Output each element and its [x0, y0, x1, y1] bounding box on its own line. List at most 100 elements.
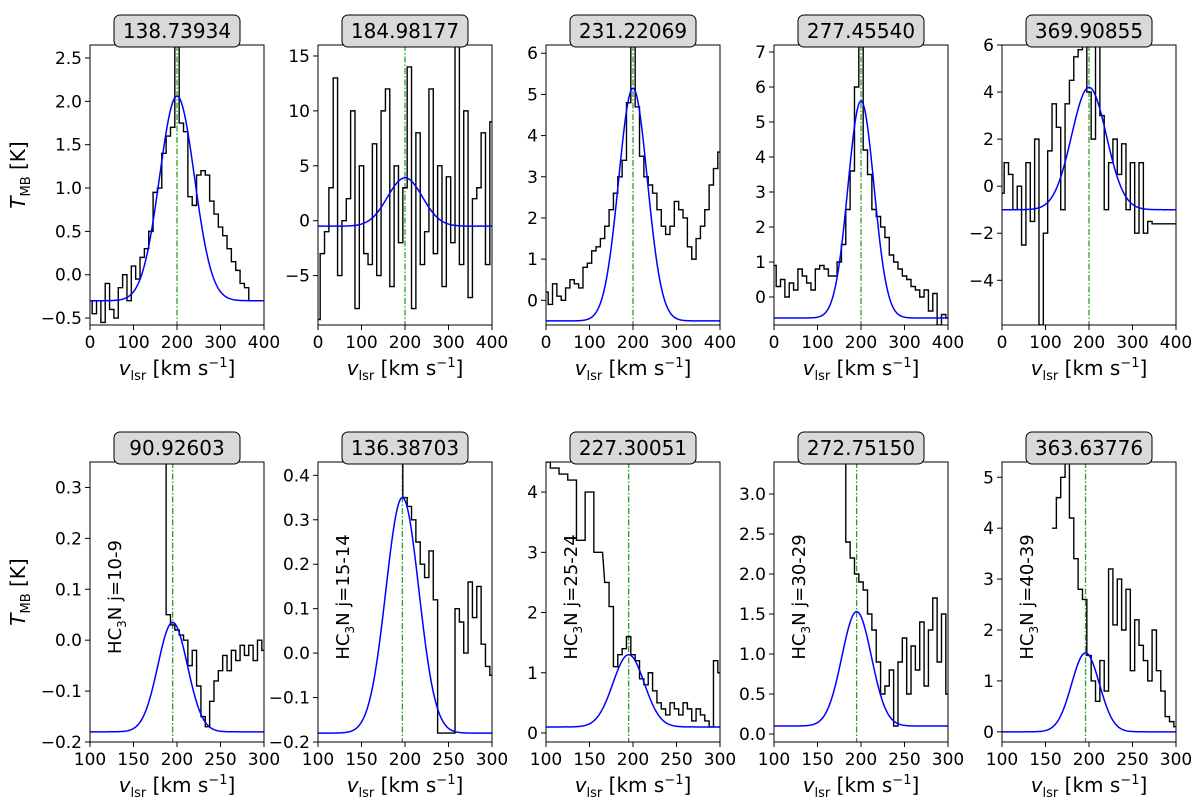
annotation: HC3N j=40-39	[1017, 534, 1041, 659]
spectrum-line	[1002, 45, 1176, 325]
gaussian-fit-line	[318, 496, 492, 734]
panel-title: 363.63776	[1035, 436, 1143, 460]
plot-area	[318, 45, 492, 325]
x-tick-label: 100	[1029, 333, 1061, 353]
x-tick-label: 0	[997, 333, 1008, 353]
y-tick-label: 0.2	[283, 555, 310, 575]
y-tick-label: 0.2	[55, 529, 82, 549]
y-axis-label-text: TMB [K]	[6, 558, 34, 625]
y-tick-label: 0	[527, 724, 538, 744]
title-badge	[797, 14, 925, 48]
plot-area	[1002, 45, 1176, 325]
y-tick-label: 0.4	[283, 466, 310, 486]
spectrum-line	[398, 462, 492, 734]
y-axis-label: TMB [K]	[6, 558, 34, 625]
y-tick-label: 0.5	[55, 222, 82, 242]
x-tick-label: 200	[389, 750, 421, 770]
x-tick-label: 100	[530, 750, 562, 770]
y-tick-label: 0.0	[55, 266, 82, 286]
plot-area	[774, 462, 948, 742]
x-tick-label: 300	[432, 333, 464, 353]
x-tick-label: 200	[845, 333, 877, 353]
panel-title: 369.90855	[1035, 19, 1143, 43]
x-tick-label: 250	[660, 750, 692, 770]
x-tick-label: 400	[932, 333, 964, 353]
x-axis-label: vlsr [km s−1]	[119, 356, 236, 384]
x-axis-label: vlsr [km s−1]	[803, 773, 920, 800]
y-tick-label: 6	[527, 44, 538, 64]
plot-area	[1002, 462, 1176, 742]
gaussian-fit-line	[546, 653, 720, 728]
title-badge	[1025, 14, 1153, 48]
y-tick-label: 6	[983, 36, 994, 56]
y-tick-label: 0.3	[55, 478, 82, 498]
y-tick-label: 1.5	[739, 605, 766, 625]
spectrum-line	[161, 462, 264, 728]
y-tick-label: −5	[285, 267, 310, 287]
x-tick-label: 250	[432, 750, 464, 770]
panel-title: 227.30051	[579, 436, 687, 460]
plot-area	[318, 462, 492, 742]
x-axis-label: vlsr [km s−1]	[347, 773, 464, 800]
x-tick-label: 150	[1029, 750, 1061, 770]
y-tick-label: 0	[527, 291, 538, 311]
plot-area	[546, 45, 720, 325]
x-tick-label: 400	[1160, 333, 1192, 353]
x-tick-label: 400	[476, 333, 508, 353]
y-tick-label: 5	[299, 157, 310, 177]
spectrum-line	[841, 462, 948, 727]
transition-label: HC3N j=15-14	[333, 534, 357, 659]
y-tick-label: −0.1	[41, 682, 82, 702]
y-tick-label: −0.5	[41, 309, 82, 329]
x-axis-label: vlsr [km s−1]	[575, 356, 692, 384]
annotation: HC3N j=30-29	[789, 534, 813, 659]
y-tick-label: 2.0	[739, 565, 766, 585]
spectrum-line	[90, 45, 264, 324]
panel-title: 138.73934	[123, 19, 231, 43]
y-tick-label: 1	[755, 253, 766, 273]
spectrum-line	[774, 45, 948, 325]
y-tick-label: 5	[527, 85, 538, 105]
x-tick-label: 300	[660, 333, 692, 353]
x-tick-label: 200	[161, 750, 193, 770]
x-tick-label: 100	[758, 750, 790, 770]
transition-label: HC3N j=10-9	[105, 540, 129, 654]
gaussian-fit-line	[90, 95, 264, 302]
x-axis-label: vlsr [km s−1]	[1031, 356, 1148, 384]
x-tick-label: 100	[345, 333, 377, 353]
x-axis-label: vlsr [km s−1]	[575, 773, 692, 800]
x-tick-label: 300	[1160, 750, 1192, 770]
annotation: HC3N j=15-14	[333, 534, 357, 659]
y-tick-label: 2	[527, 604, 538, 624]
y-tick-label: 4	[527, 483, 538, 503]
y-tick-label: 2	[527, 209, 538, 229]
gaussian-fit-line	[774, 610, 948, 727]
y-tick-label: 1	[527, 250, 538, 270]
y-tick-label: 2.0	[55, 92, 82, 112]
x-axis-label: vlsr [km s−1]	[803, 356, 920, 384]
y-tick-label: 2	[983, 130, 994, 150]
x-tick-label: 150	[117, 750, 149, 770]
y-tick-label: 3	[755, 183, 766, 203]
y-tick-label: 4	[983, 83, 994, 103]
x-tick-label: 200	[617, 333, 649, 353]
y-tick-label: 3	[983, 570, 994, 590]
x-tick-label: 100	[302, 750, 334, 770]
y-axis-label: TMB [K]	[6, 141, 34, 208]
y-tick-label: −2	[969, 224, 994, 244]
title-badge	[797, 431, 925, 465]
y-tick-label: 2.5	[55, 49, 82, 69]
y-tick-label: 5	[755, 113, 766, 133]
x-tick-label: 300	[476, 750, 508, 770]
spectrum-line	[546, 462, 720, 728]
title-badge	[341, 14, 469, 48]
y-tick-label: 1	[527, 664, 538, 684]
x-tick-label: 300	[704, 750, 736, 770]
transition-label: HC3N j=25-24	[561, 534, 585, 659]
title-badge	[569, 431, 697, 465]
y-tick-label: 0	[299, 212, 310, 232]
panel-title: 136.38703	[351, 436, 459, 460]
title-badge	[341, 431, 469, 465]
y-tick-label: 2	[983, 621, 994, 641]
